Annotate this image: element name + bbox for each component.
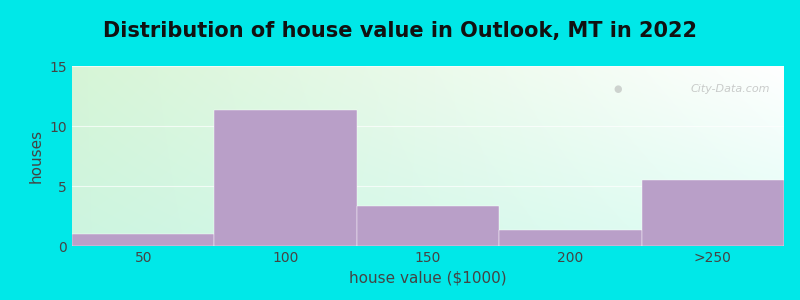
Text: ●: ●: [613, 84, 622, 94]
Bar: [72, 234, 214, 246]
X-axis label: house value ($1000): house value ($1000): [349, 270, 507, 285]
Bar: [499, 230, 642, 246]
Bar: [357, 206, 499, 246]
Y-axis label: houses: houses: [29, 129, 44, 183]
Bar: [642, 180, 784, 246]
Bar: [214, 110, 357, 246]
Text: Distribution of house value in Outlook, MT in 2022: Distribution of house value in Outlook, …: [103, 21, 697, 41]
Text: City-Data.com: City-Data.com: [690, 84, 770, 94]
